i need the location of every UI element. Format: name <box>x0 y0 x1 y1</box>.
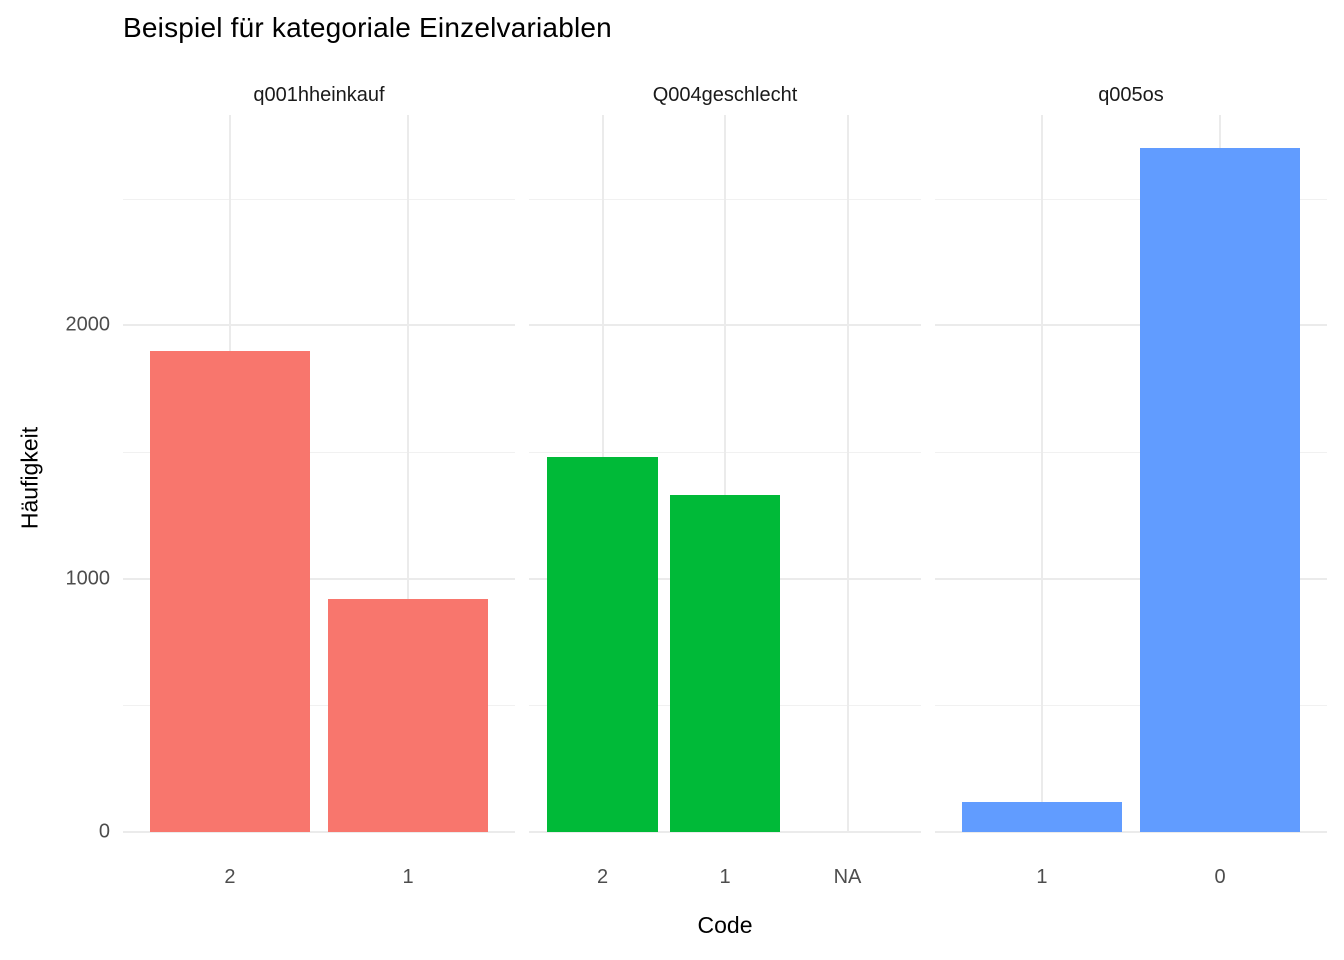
minor-gridline <box>123 705 515 707</box>
major-gridline <box>935 831 1327 833</box>
bar <box>149 350 311 832</box>
x-tick-label: 1 <box>1036 866 1048 888</box>
minor-gridline <box>123 451 515 453</box>
major-gridline <box>935 577 1327 580</box>
x-tick-label: 2 <box>224 866 236 888</box>
minor-gridline <box>935 705 1327 707</box>
major-gridline <box>123 577 515 580</box>
x-tick-label: 2 <box>596 866 609 888</box>
x-axis-title: Code <box>697 912 753 938</box>
x-tick-label: 1 <box>402 866 414 888</box>
vertical-gridline <box>724 115 726 832</box>
bar <box>327 598 489 832</box>
x-tick-label: 1 <box>719 866 731 888</box>
major-gridline <box>935 324 1327 327</box>
chart-title: Beispiel für kategoriale Einzelvariablen <box>123 12 612 43</box>
minor-gridline <box>935 198 1327 200</box>
bar <box>547 457 658 832</box>
y-tick-label: 1000 <box>65 567 111 590</box>
facet-strip-label: q001hheinkauf <box>253 84 385 106</box>
vertical-gridline <box>846 115 849 832</box>
facet-strip-label: Q004geschlecht <box>652 84 798 106</box>
major-gridline <box>529 831 921 833</box>
y-axis: 0 1000 2000 <box>0 0 111 960</box>
bar <box>1139 147 1301 832</box>
x-tick-label: NA <box>833 866 862 888</box>
x-tick-label: 0 <box>1214 866 1226 888</box>
minor-gridline <box>123 198 515 200</box>
facet-strip-label: q005os <box>1098 84 1164 106</box>
y-tick-label: 0 <box>98 820 110 843</box>
bar <box>669 495 781 832</box>
major-gridline <box>123 831 515 833</box>
facet-panel <box>123 115 515 833</box>
major-gridline <box>123 324 515 327</box>
minor-gridline <box>935 451 1327 453</box>
bar <box>961 801 1123 832</box>
facet-panel <box>529 115 921 833</box>
facet-panel <box>935 115 1327 833</box>
vertical-gridline <box>1040 115 1043 832</box>
y-tick-label: 2000 <box>65 313 111 336</box>
vertical-gridline <box>407 115 410 832</box>
